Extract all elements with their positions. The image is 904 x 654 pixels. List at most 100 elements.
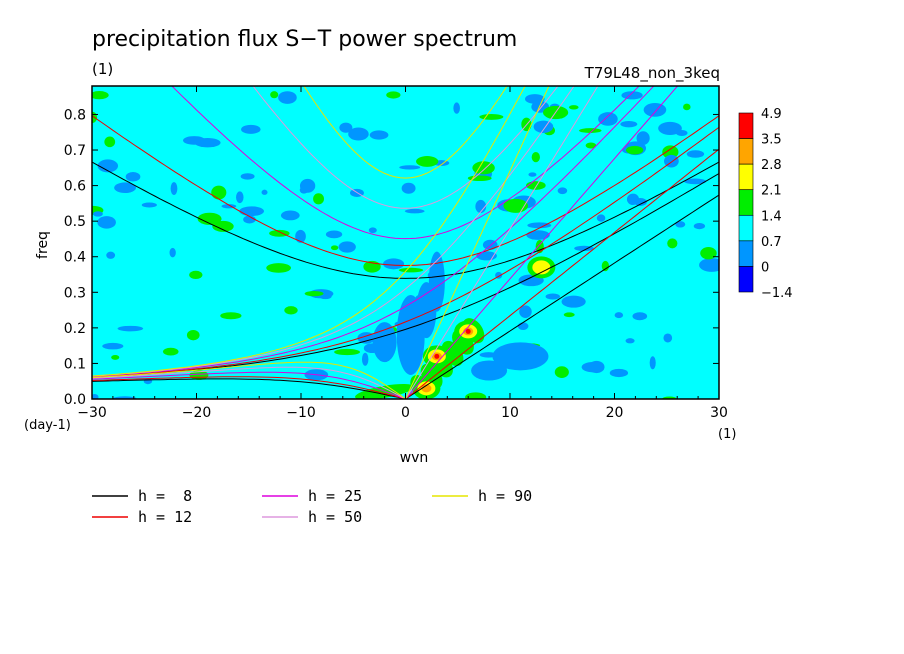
patch-level-0 [588, 360, 605, 374]
patch-level-0 [141, 202, 157, 208]
patch-level-0 [675, 221, 686, 228]
patch-level-1.4 [92, 91, 109, 100]
curve-h50-kelvin [405, 86, 599, 399]
colorbar-swatch [738, 240, 754, 267]
x-axis-ticks: −30 −20 −10 0 10 20 30 [77, 86, 728, 421]
colorbar-swatch [738, 112, 754, 139]
curve-h12-ig1 [92, 115, 719, 267]
curve-h90-er1 [92, 361, 406, 399]
patch-level-1.4 [211, 185, 227, 200]
colorbar-label: 1.4 [761, 209, 782, 224]
patch-level-0 [643, 102, 667, 117]
y-axis-label: freq [35, 231, 51, 259]
curve-h12-er1 [92, 376, 406, 399]
patch-level-1.4 [212, 220, 234, 232]
patch-level-1.4 [334, 348, 361, 356]
curve-h25-ig1 [171, 86, 640, 240]
colorbar-swatch [738, 189, 754, 216]
x-tick-label: 10 [501, 405, 519, 421]
patch-level-0 [526, 230, 550, 240]
colorbar-label: 2.1 [761, 184, 782, 199]
curve-h8-kelvin [405, 194, 719, 399]
plot-area [91, 85, 720, 400]
patch-level-0 [609, 368, 629, 378]
patch-level-0 [280, 210, 300, 221]
curve-h8-ig1 [92, 161, 719, 279]
colorbar-label: 2.8 [761, 158, 782, 173]
curve-h12-kelvin [405, 148, 719, 399]
patch-level-1.4 [479, 113, 504, 120]
y-tick-label: 0.2 [64, 321, 86, 337]
patch-level-0 [338, 241, 356, 253]
patch-level-1.4 [398, 267, 424, 273]
patch-level-0 [368, 227, 377, 234]
patch-level-0 [93, 211, 103, 217]
patch-level-1.4 [601, 260, 610, 272]
colorbar-label: 3.5 [761, 133, 782, 148]
patch-level-0 [663, 333, 673, 343]
patch-level-0 [241, 124, 261, 134]
patch-level-0 [325, 230, 343, 239]
y-axis-ticks: 0.0 0.1 0.2 0.3 0.4 0.5 0.6 0.7 0.8 [64, 107, 719, 408]
patch-level-1.4 [197, 212, 222, 225]
colorbar-label: 0 [761, 260, 769, 275]
x-tick-label: 0 [401, 405, 410, 421]
patch-level-0 [383, 258, 405, 270]
curve-h25-kelvin [405, 86, 679, 399]
patch-level-0 [475, 199, 487, 213]
x-tick-label: 30 [710, 405, 728, 421]
patch-level-0 [693, 222, 706, 230]
curve-h50-ig1 [252, 86, 559, 209]
patch-level-0 [557, 187, 568, 195]
patch-level-1.4 [579, 128, 602, 133]
curve-h90-kelvin [405, 86, 550, 399]
patch-level-0 [399, 165, 421, 170]
patch-level-0 [699, 258, 719, 272]
patch-level-1.4 [626, 145, 644, 155]
patch-level-0 [348, 127, 369, 141]
patch-level-0 [598, 112, 618, 126]
patch-level-1.4 [563, 312, 575, 318]
chart-title: precipitation flux S−T power spectrum [92, 27, 517, 52]
chart-subtitle-right: T79L48_non_3keq [584, 64, 720, 83]
patch-level-0 [361, 352, 369, 366]
patch-level-1.4 [189, 270, 203, 280]
y-tick-label: 0.1 [64, 356, 86, 372]
patch-level-0 [114, 182, 136, 194]
colorbar-swatch [738, 138, 754, 165]
colorbar-swatch [738, 163, 754, 191]
patch-level-1.4 [269, 229, 290, 237]
legend-label-h8: h = 8 [138, 487, 192, 505]
patch-level-0 [194, 137, 221, 148]
patch-level-1.4 [472, 161, 495, 175]
patch-level-1.4 [531, 152, 540, 163]
patch-level-0 [649, 356, 656, 370]
patch-level-0 [626, 193, 640, 206]
patch-level-1.4 [266, 263, 291, 273]
patch-level-1.4 [220, 312, 242, 320]
patch-level-0 [632, 312, 648, 321]
chart-subtitle-left: (1) [92, 60, 113, 78]
low-power-region [428, 251, 445, 312]
low-power-region [492, 342, 549, 371]
patch-level-1.4 [313, 193, 324, 205]
patch-level-0 [97, 216, 116, 229]
y-axis-unit: (day-1) [24, 418, 71, 433]
mrg-band [355, 384, 415, 399]
patch-level-1.4 [526, 181, 546, 190]
patch-level-0 [527, 222, 552, 229]
patch-level-0 [404, 208, 425, 214]
patch-level-0 [676, 129, 688, 136]
patch-level-0 [102, 342, 124, 350]
x-tick-label: −30 [77, 405, 107, 421]
patch-level-0 [596, 214, 606, 222]
patch-level-1.4 [667, 238, 678, 249]
patch-level-0 [106, 251, 116, 259]
patch-level-1.4 [700, 247, 717, 260]
low-power-region [471, 360, 508, 381]
patch-level-1.4 [270, 91, 279, 99]
patch-level-1.4 [416, 156, 439, 167]
patch-level-0 [621, 91, 643, 100]
curve-h8-er1 [92, 378, 406, 399]
